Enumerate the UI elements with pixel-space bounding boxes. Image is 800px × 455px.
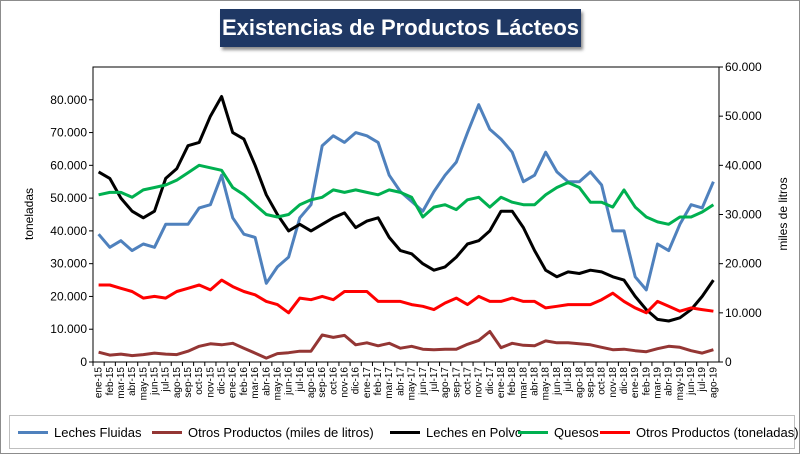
x-tick-label: oct-17 [462, 367, 473, 395]
x-tick-label: mar-15 [116, 367, 127, 399]
x-tick-label: abr-18 [530, 367, 541, 396]
legend-item-leches-en-polvo: Leches en Polvo [390, 424, 522, 440]
x-tick-label: mar-17 [384, 367, 395, 399]
x-tick-label: ago-15 [172, 367, 183, 399]
legend-item-leches-fluidas: Leches Fluidas [18, 424, 141, 440]
x-tick-label: ene-18 [496, 367, 507, 399]
series-line-3 [98, 163, 715, 226]
legend-label: Otros Productos (toneladas) [636, 424, 799, 440]
x-tick-label: feb-17 [373, 367, 384, 396]
x-tick-label: sep-16 [317, 367, 328, 398]
y-tick-label: 40.000 [50, 224, 87, 238]
x-tick-label: feb-16 [239, 367, 250, 396]
legend-swatch-otros-productos-litros [152, 430, 182, 434]
x-tick-label: oct-18 [597, 367, 608, 395]
x-tick-label: ago-19 [708, 367, 719, 399]
y-tick-label: 20.000 [50, 289, 87, 303]
x-tick-label: abr-15 [127, 367, 138, 396]
series-line-4 [98, 278, 714, 315]
x-tick-label: ene-19 [630, 367, 641, 399]
legend-label: Leches Fluidas [54, 424, 142, 440]
x-tick-label: jul-15 [161, 367, 172, 393]
x-tick-label: jun-19 [686, 367, 697, 396]
x-tick-label: jul-19 [697, 367, 708, 393]
x-tick-label: abr-17 [395, 367, 406, 396]
x-tick-label: may-15 [138, 367, 149, 401]
y2-tick-label: 60.000 [725, 60, 762, 74]
x-tick-label: jun-15 [149, 367, 160, 396]
x-tick-label: ene-16 [228, 367, 239, 399]
x-tick-label: nov-16 [340, 367, 351, 398]
x-tick-label: dic-18 [619, 367, 630, 395]
x-tick-label: may-19 [675, 367, 686, 401]
x-tick-label: ene-15 [94, 367, 105, 399]
y-tick-label: 70.000 [50, 126, 87, 140]
x-tick-label: oct-15 [194, 367, 205, 395]
legend-label: Leches en Polvo [426, 424, 523, 440]
x-tick-label: mar-16 [250, 367, 261, 399]
y-tick-label: 50.000 [50, 191, 87, 205]
x-tick-label: jun-17 [418, 367, 429, 396]
x-tick-label: feb-15 [105, 367, 116, 396]
x-tick-label: abr-16 [261, 367, 272, 396]
x-tick-label: ene-17 [362, 367, 373, 399]
x-tick-label: ago-18 [574, 367, 585, 399]
x-tick-label: sep-15 [183, 367, 194, 398]
x-tick-label: nov-17 [474, 367, 485, 398]
x-tick-label: ago-16 [306, 367, 317, 399]
x-tick-label: mar-19 [653, 367, 664, 399]
legend-label: Otros Productos (miles de litros) [188, 424, 374, 440]
chart-title: Existencias de Productos Lácteos [220, 9, 581, 47]
x-tick-label: oct-16 [328, 367, 339, 395]
x-tick-label: feb-18 [507, 367, 518, 396]
x-tick-label: jun-18 [552, 367, 563, 396]
x-tick-label: jul-17 [429, 367, 440, 393]
x-tick-label: jun-16 [284, 367, 295, 396]
series-line-1 [98, 330, 714, 360]
x-tick-label: dic-16 [351, 367, 362, 395]
x-tick-label: nov-15 [205, 367, 216, 398]
legend-item-otros-productos-litros: Otros Productos (miles de litros) [152, 424, 374, 440]
x-tick-label: jul-18 [563, 367, 574, 393]
legend-swatch-otros-productos-toneladas [600, 430, 630, 434]
legend-swatch-leches-fluidas [18, 430, 48, 434]
x-tick-label: dic-17 [485, 367, 496, 395]
y-tick-label: 30.000 [50, 257, 87, 271]
x-tick-label: sep-17 [451, 367, 462, 398]
y2-tick-label: 40.000 [725, 158, 762, 172]
legend-swatch-leches-en-polvo [390, 430, 420, 434]
x-tick-label: nov-18 [608, 367, 619, 398]
y2-tick-label: 50.000 [725, 109, 762, 123]
y2-tick-label: 30.000 [725, 208, 762, 222]
x-tick-label: mar-18 [518, 367, 529, 399]
y2-tick-label: 0 [725, 355, 732, 369]
y-axis-label: toneladas [22, 188, 36, 240]
plot-area [92, 66, 720, 363]
x-tick-label: sep-18 [585, 367, 596, 398]
legend-label: Quesos [554, 424, 599, 440]
legend-swatch-quesos [518, 430, 548, 434]
y2-tick-label: 20.000 [725, 257, 762, 271]
x-tick-label: may-16 [272, 367, 283, 401]
y-tick-label: 0 [80, 355, 87, 369]
y-tick-label: 60.000 [50, 158, 87, 172]
x-tick-label: abr-19 [664, 367, 675, 396]
x-tick-label: may-18 [541, 367, 552, 401]
x-tick-label: ago-17 [440, 367, 451, 399]
legend: Leches Fluidas Otros Productos (miles de… [9, 415, 799, 449]
x-tick-label: feb-19 [641, 367, 652, 396]
y-tick-label: 10.000 [50, 322, 87, 336]
series-line-2 [97, 95, 715, 323]
legend-item-otros-productos-toneladas: Otros Productos (toneladas) [600, 424, 799, 440]
y2-tick-label: 10.000 [725, 306, 762, 320]
y2-axis-label: miles de litros [776, 177, 790, 250]
legend-item-quesos: Quesos [518, 424, 599, 440]
x-tick-label: jul-16 [295, 367, 306, 393]
series-line-0 [97, 103, 715, 292]
x-tick-label: may-17 [407, 367, 418, 401]
y-tick-label: 80.000 [50, 93, 87, 107]
x-tick-label: dic-15 [217, 367, 228, 395]
